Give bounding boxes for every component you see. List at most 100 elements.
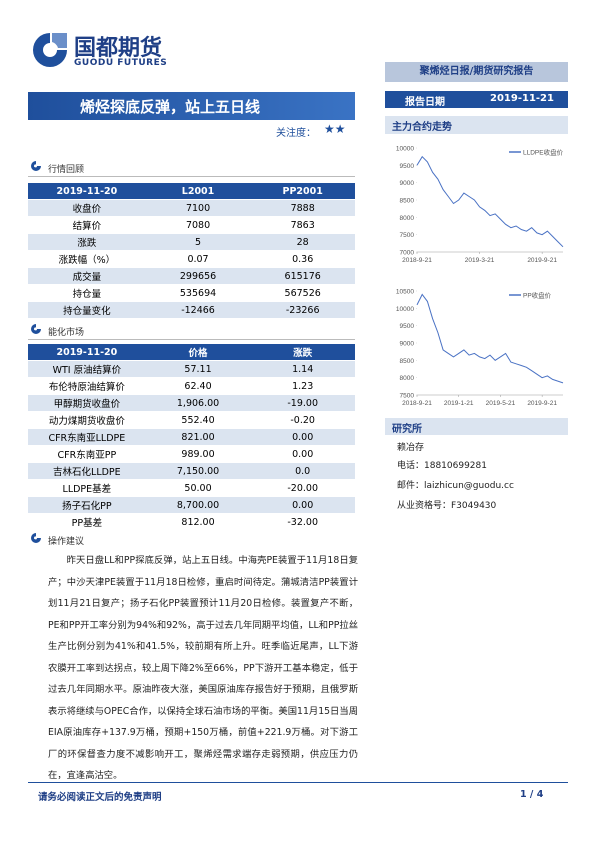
advice-text: 昨天日盘LL和PP探底反弹，站上五日线。中海壳PE装置于11月18日复产；中沙天… [48,555,358,781]
section-icon [31,533,41,543]
table-cell: 62.40 [145,377,251,395]
table-cell: -20.00 [250,479,355,497]
table-cell: 价格 [145,344,251,361]
logo-icon [33,33,67,67]
institute-bar [385,418,568,435]
table-row: 布伦特原油结算价 62.40 1.23 [28,377,355,395]
y-tick-label: 10500 [396,289,414,296]
license: 从业资格号：F3049430 [397,501,497,511]
rule [28,339,355,340]
table-cell: 989.00 [145,445,251,463]
title: 烯烃探底反弹，站上五日线 [80,98,261,116]
table-cell: 1,906.00 [145,394,251,412]
table-cell: 5 [145,233,251,251]
x-tick-label: 2019-9-21 [527,257,557,264]
table-cell: 0.00 [250,496,355,514]
table-cell: PP2001 [250,183,355,200]
table-row: 收盘价 7100 7888 [28,199,355,217]
table-cell: 50.00 [145,479,251,497]
table-cell: -12466 [145,301,251,319]
x-tick-label: 2018-9-21 [402,257,432,264]
table-cell: 567526 [250,284,355,302]
y-tick-label: 8500 [400,358,415,365]
date-bar [385,91,568,108]
y-tick-label: 9500 [400,163,415,170]
x-tick-label: 2019-3-21 [465,257,495,264]
y-tick-label: 8000 [400,215,415,222]
page-number: 1 / 4 [520,789,544,800]
table-cell: 动力煤期货收盘价 [28,411,146,429]
y-tick-label: 10000 [396,146,414,153]
table-cell: 2019-11-20 [28,183,146,200]
institute-heading: 研究所 [392,424,422,435]
table-cell: 吉林石化LLDPE [28,462,146,480]
table-cell: 结算价 [28,216,146,234]
table-cell: L2001 [145,183,251,200]
x-tick-label: 2019-1-21 [444,400,474,407]
table-cell: -32.00 [250,513,355,531]
table-cell: 7,150.00 [145,462,251,480]
line [416,293,564,384]
table-cell: 持仓量变化 [28,301,146,319]
table-cell: -23266 [250,301,355,319]
x-tick-label: 2018-9-21 [402,400,432,407]
table-row: CFR东南亚LLDPE 821.00 0.00 [28,428,355,446]
table-cell: 甲醇期货收盘价 [28,394,146,412]
x-tick-label: 2019-9-21 [527,400,557,407]
table-cell: 7100 [145,199,251,217]
table-row: 持仓量 535694 567526 [28,284,355,302]
table-cell: 821.00 [145,428,251,446]
table-cell: 0.00 [250,428,355,446]
table-cell: WTI 原油结算价 [28,360,146,378]
table-cell: 0.00 [250,445,355,463]
title-bar [28,92,355,120]
table-cell: 812.00 [145,513,251,531]
section-heading: 操作建议 [48,537,85,547]
table-cell: 8,700.00 [145,496,251,514]
table-cell: 2019-11-20 [28,344,146,361]
y-tick-label: 8000 [400,375,415,382]
table-cell: 535694 [145,284,251,302]
table-cell: 收盘价 [28,199,146,217]
table-row: 成交量 299656 615176 [28,267,355,285]
table-row: 涨跌幅（%） 0.07 0.36 [28,250,355,268]
table-cell: CFR东南亚PP [28,445,146,463]
table-row: LLDPE基差 50.00 -20.00 [28,479,355,497]
table-row: 2019-11-20 价格 涨跌 [28,344,355,361]
analyst: 赖冶存 [397,443,425,453]
trend-bar [385,116,568,134]
y-tick-label: 9000 [400,341,415,348]
table-cell: 涨跌幅（%） [28,250,146,268]
line [416,155,564,248]
table-cell: 扬子石化PP [28,496,146,514]
date-label: 报告日期 [405,97,445,108]
date: 2019-11-21 [490,93,554,104]
table-cell: 552.40 [145,411,251,429]
table-cell: 7863 [250,216,355,234]
section-heading: 能化市场 [48,328,85,338]
legend-label: PP收盘价 [523,291,552,300]
table-row: 持仓量变化 -12466 -23266 [28,301,355,319]
table-cell: 0.07 [145,250,251,268]
table-cell: 0.0 [250,462,355,480]
table-cell: 布伦特原油结算价 [28,377,146,395]
footer-rule [28,782,568,783]
phone: 电话：18810699281 [397,461,487,471]
table-row: 涨跌 5 28 [28,233,355,251]
email: 邮件：laizhicun@guodu.cc [397,481,514,491]
table-row: 扬子石化PP 8,700.00 0.00 [28,496,355,514]
table-cell: CFR东南亚LLDPE [28,428,146,446]
table-cell: 涨跌 [28,233,146,251]
attention-label: 关注度： [276,128,316,139]
table-cell: 7888 [250,199,355,217]
table-cell: PP基差 [28,513,146,531]
section-icon [31,324,41,334]
y-tick-label: 7000 [400,250,415,257]
logo-en: GUODU FUTURES [74,58,168,68]
report-type: 聚烯烃日报/期货研究报告 [385,62,568,82]
trend-heading: 主力合约走势 [392,122,452,133]
table-row: CFR东南亚PP 989.00 0.00 [28,445,355,463]
section-heading: 行情回顾 [48,165,85,175]
market-table: 2019-11-20 L2001 PP2001 收盘价 7100 7888 结算价 7080 7… [28,183,355,319]
section-icon [31,161,41,171]
